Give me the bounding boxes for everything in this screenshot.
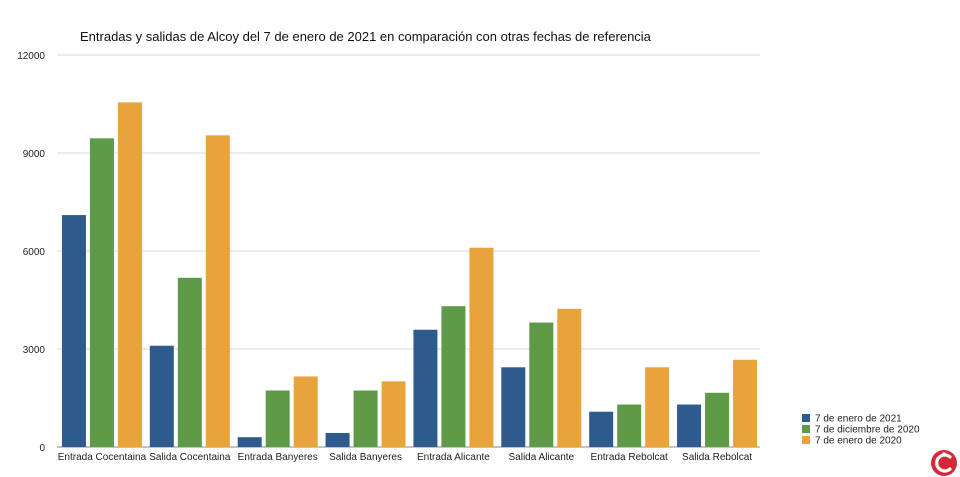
x-tick-label: Salida Rebolcat: [682, 452, 752, 463]
x-axis-labels: Entrada Cocentaina Salida Cocentaina Entra…: [58, 452, 753, 463]
legend-swatch: [802, 425, 810, 433]
bar: [617, 404, 642, 447]
bar: [501, 367, 526, 447]
bar: [677, 404, 702, 447]
bar: [529, 322, 554, 447]
bar: [117, 102, 142, 447]
legend-label: 7 de diciembre de 2020: [815, 425, 920, 436]
bar: [325, 432, 350, 447]
bar: [177, 277, 202, 447]
bar: [441, 306, 466, 447]
bar: [149, 345, 174, 447]
bar: [89, 138, 114, 448]
y-tick-label: 0: [39, 443, 45, 454]
y-tick-label: 6000: [23, 247, 46, 258]
bar: [557, 308, 582, 447]
x-tick-label: Entrada Alicante: [417, 452, 490, 463]
chart-title: Entradas y salidas de Alcoy del 7 de ene…: [80, 29, 652, 44]
bars: [61, 102, 758, 448]
bar: [645, 367, 670, 447]
bar: [705, 392, 730, 447]
bar: [61, 215, 86, 447]
bar: [469, 247, 494, 447]
bar: [413, 329, 438, 447]
bar: [589, 411, 614, 447]
x-tick-label: Salida Cocentaina: [149, 452, 231, 463]
y-tick-label: 3000: [23, 345, 46, 356]
x-tick-label: Salida Alicante: [509, 452, 575, 463]
bar: [265, 390, 290, 447]
bar: [381, 381, 406, 447]
x-tick-label: Salida Banyeres: [329, 452, 402, 463]
site-logo-icon: [931, 450, 957, 476]
y-tick-label: 9000: [23, 149, 46, 160]
bar: [293, 376, 318, 447]
bar: [237, 437, 262, 447]
legend-label: 7 de enero de 2021: [815, 414, 902, 425]
bar: [205, 135, 230, 448]
gridlines: [57, 54, 760, 448]
bar: [353, 390, 378, 447]
legend-swatch: [802, 436, 810, 444]
bar: [733, 359, 758, 447]
x-tick-label: Entrada Cocentaina: [58, 452, 147, 463]
legend-swatch: [802, 414, 810, 422]
legend-label: 7 de enero de 2020: [815, 436, 902, 447]
x-tick-label: Entrada Banyeres: [238, 452, 318, 463]
y-axis-ticks: 0 3000 6000 9000 12000: [17, 51, 45, 454]
y-tick-label: 12000: [17, 51, 45, 62]
x-tick-label: Entrada Rebolcat: [591, 452, 668, 463]
